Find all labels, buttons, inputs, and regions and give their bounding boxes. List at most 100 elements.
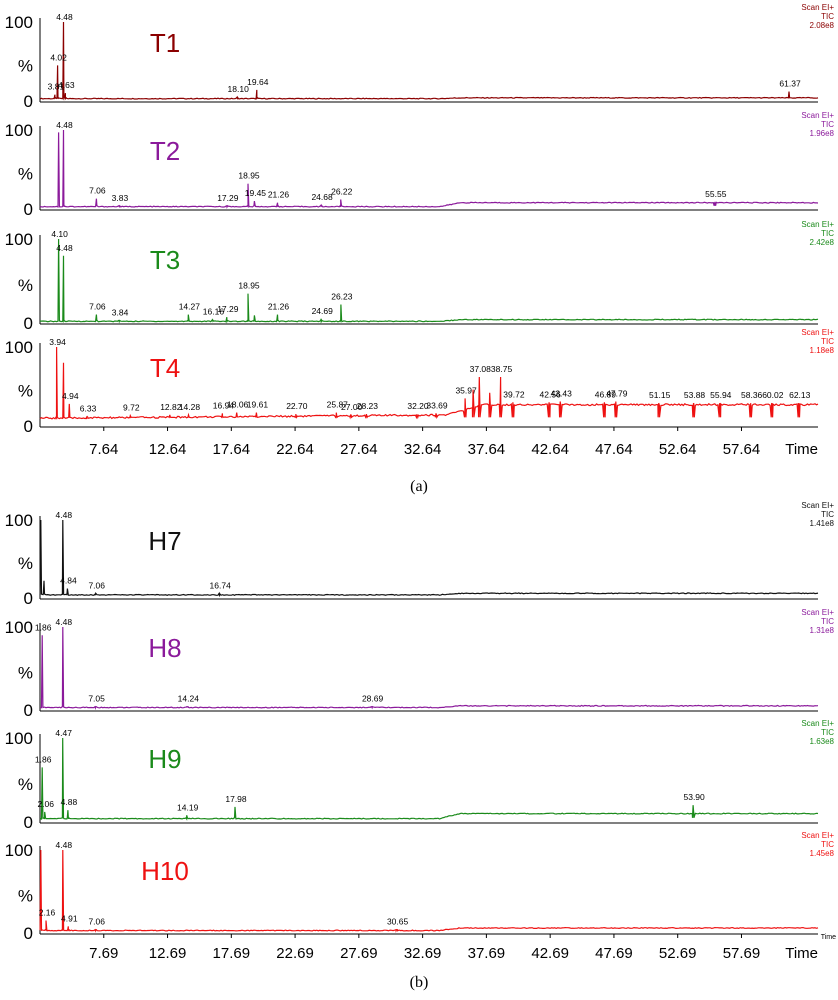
scan-mode-label: Scan EI+ (801, 111, 834, 120)
y-tick-100: 100 (5, 618, 33, 637)
y-tick-100: 100 (5, 841, 33, 860)
peak-label: 25.87 (327, 400, 349, 410)
peak-label: 4.02 (50, 52, 67, 62)
y-unit-label: % (18, 775, 33, 794)
x-tick-label: 37.64 (468, 441, 506, 458)
x-tick-label: 12.64 (149, 441, 187, 458)
peak-label: 7.06 (89, 302, 106, 312)
x-tick-label: 32.69 (404, 945, 442, 962)
y-tick-100: 100 (5, 511, 33, 530)
x-tick-label: 47.64 (595, 441, 633, 458)
peak-label: 19.45 (245, 188, 267, 198)
tic-label: TIC (821, 12, 834, 21)
peak-label: 33.69 (426, 400, 448, 410)
y-tick-0: 0 (24, 314, 33, 333)
panel-t2: 100% 0 4.48 7.06 3.83 17.29 18.95 19.45 21.26 24.… (5, 111, 835, 219)
x-tick-label: 27.69 (340, 945, 378, 962)
peak-label: 16.94 (213, 400, 235, 410)
y-unit-label: % (18, 554, 33, 573)
y-unit-label: % (18, 164, 33, 183)
y-tick-100: 100 (5, 230, 33, 249)
peak-label: 18.10 (228, 84, 250, 94)
panel-h9: 100% 0 1.86 2.06 4.47 4.88 14.19 17.98 53.90 H9 Sc… (5, 719, 835, 832)
peak-label: 3.84 (112, 307, 129, 317)
panel-h7: 100% 0 4.48 4.84 7.06 16.74 H7 Scan EI+TIC1.41e… (5, 501, 835, 608)
x-tick-label: 22.69 (276, 945, 314, 962)
peak-label: 21.26 (268, 190, 290, 200)
peak-label: 7.06 (88, 917, 105, 927)
peak-label: 60.02 (762, 390, 784, 400)
peak-label: 14.19 (177, 802, 199, 812)
peak-label: 4.48 (56, 120, 73, 130)
sample-label: H8 (148, 633, 181, 663)
peak-label: 32.20 (407, 401, 429, 411)
scan-mode-label: Scan EI+ (801, 719, 834, 728)
sample-label: H10 (141, 856, 189, 886)
peak-label: 46.89 (595, 389, 617, 399)
tic-label: TIC (821, 229, 834, 238)
peak-label: 12.82 (160, 402, 182, 412)
intensity-label: 2.42e8 (810, 238, 835, 247)
y-tick-0: 0 (24, 924, 33, 943)
peak-label: 35.97 (455, 385, 477, 395)
peak-label: 51.15 (649, 390, 671, 400)
peak-label: 18.06 (227, 400, 249, 410)
peak-label: 4.94 (62, 391, 79, 401)
peak-label: 18.95 (238, 171, 260, 181)
y-tick-0: 0 (24, 417, 33, 436)
peak-label: 24.68 (311, 192, 333, 202)
intensity-label: 1.45e8 (810, 849, 835, 858)
y-tick-100: 100 (5, 13, 33, 32)
x-tick-label: 57.69 (723, 945, 761, 962)
sample-label: H9 (148, 744, 181, 774)
peak-label: 19.61 (247, 400, 269, 410)
peak-label: 17.98 (225, 794, 247, 804)
peak-label: 1.86 (35, 754, 52, 764)
y-unit-label: % (18, 887, 33, 906)
scan-mode-label: Scan EI+ (801, 328, 834, 337)
peak-label: 53.90 (683, 792, 705, 802)
intensity-label: 1.18e8 (810, 346, 835, 355)
peak-label: 61.37 (779, 79, 801, 89)
peak-label: 19.64 (247, 77, 269, 87)
tic-label: TIC (821, 840, 834, 849)
peak-label: 42.56 (540, 389, 562, 399)
x-tick-label: 57.64 (723, 441, 761, 458)
sample-label: T3 (150, 245, 180, 275)
sample-label: T4 (150, 353, 180, 383)
tic-label: TIC (821, 120, 834, 129)
peak-label: 21.26 (268, 302, 290, 312)
peak-label: 1.86 (35, 622, 52, 632)
peak-label: 16.74 (210, 580, 232, 590)
y-tick-100: 100 (5, 121, 33, 140)
peak-label: 17.29 (217, 304, 239, 314)
chromatogram-trace (39, 129, 819, 209)
peak-label: 58.36 (741, 390, 763, 400)
caption-b: (b) (409, 974, 429, 991)
x-axis-title: Time (785, 945, 818, 962)
x-tick-label: 52.69 (659, 945, 697, 962)
peak-label: 26.22 (331, 187, 353, 197)
x-tick-label: 7.69 (89, 945, 118, 962)
x-tick-label: 37.69 (468, 945, 506, 962)
peak-label: 4.47 (55, 728, 72, 738)
y-tick-0: 0 (24, 200, 33, 219)
intensity-label: 1.96e8 (810, 129, 835, 138)
x-axis-title-small: Time (821, 934, 836, 941)
chromatogram-trace (39, 21, 819, 101)
panel-h8: 100% 0 1.86 4.48 7.05 14.24 28.69 H8 Scan EI+TIC… (5, 608, 835, 720)
caption-a: (a) (410, 478, 428, 495)
x-tick-label: 42.64 (531, 441, 569, 458)
peak-label: 18.95 (238, 281, 260, 291)
intensity-label: 1.31e8 (810, 626, 835, 635)
peak-label: 7.06 (88, 580, 105, 590)
peak-label: 55.94 (710, 390, 732, 400)
chromatogram-trace (39, 849, 819, 933)
chromatogram-trace (39, 346, 819, 420)
y-tick-0: 0 (24, 701, 33, 720)
y-tick-100: 100 (5, 338, 33, 357)
y-tick-0: 0 (24, 813, 33, 832)
x-tick-label: 47.69 (595, 945, 633, 962)
